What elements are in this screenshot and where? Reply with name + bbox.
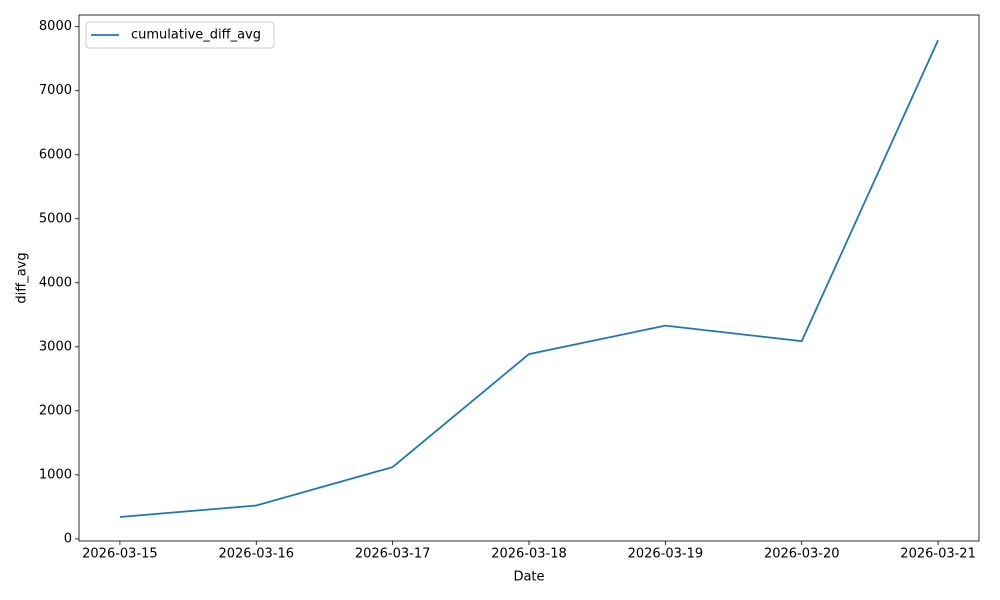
y-tick-label: 2000 — [39, 403, 72, 418]
legend-box — [85, 21, 275, 49]
x-tick-label: 2026-03-19 — [628, 547, 704, 562]
data-line — [119, 39, 939, 518]
x-tick-label: 2026-03-20 — [764, 547, 840, 562]
x-tick-label: 2026-03-15 — [82, 547, 158, 562]
y-tick-label: 3000 — [39, 339, 72, 354]
y-tick-label: 4000 — [39, 275, 72, 290]
x-tick-label: 2026-03-16 — [218, 547, 294, 562]
legend: cumulative_diff_avg — [85, 21, 275, 49]
y-tick-label: 8000 — [39, 19, 72, 34]
y-tick-label: 1000 — [39, 467, 72, 482]
x-tick-label: 2026-03-18 — [491, 547, 567, 562]
y-tick-label: 5000 — [39, 211, 72, 226]
x-tick-label: 2026-03-21 — [900, 547, 976, 562]
x-tick-label: 2026-03-17 — [355, 547, 431, 562]
y-axis-label: diff_avg — [15, 252, 30, 303]
plot-frame — [78, 14, 980, 542]
legend-label: cumulative_diff_avg — [131, 28, 261, 43]
x-axis-label: Date — [513, 570, 544, 585]
y-tick-label: 0 — [64, 531, 72, 546]
y-tick-label: 7000 — [39, 83, 72, 98]
y-tick-label: 6000 — [39, 147, 72, 162]
